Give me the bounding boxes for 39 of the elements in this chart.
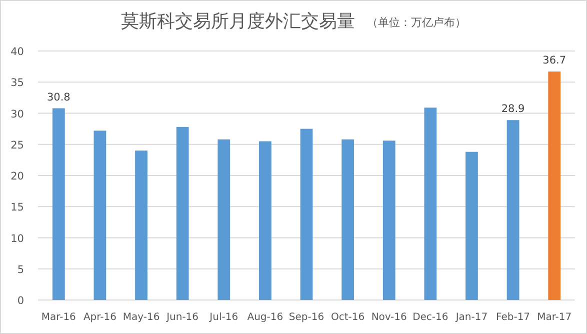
bar	[94, 130, 106, 300]
bar	[135, 150, 148, 300]
data-label: 28.9	[501, 103, 525, 116]
x-tick-label: Mar-16	[41, 312, 76, 323]
x-tick-label: Aug-16	[247, 312, 284, 323]
bar	[176, 126, 189, 300]
bar	[466, 152, 478, 300]
bar	[382, 140, 396, 300]
y-tick-label: 40	[10, 46, 24, 58]
y-tick-label: 10	[10, 232, 24, 245]
y-tick-label: 15	[10, 202, 24, 214]
y-tick-label: 5	[17, 264, 24, 276]
x-tick-label: Dec-16	[412, 312, 448, 323]
x-tick-label: Jul-16	[208, 312, 238, 323]
x-tick-label: Feb-17	[496, 312, 530, 323]
bar	[218, 139, 230, 300]
y-tick-label: 20	[10, 170, 24, 182]
y-tick-label: 30	[10, 108, 24, 120]
x-tick-label: Oct-16	[330, 312, 365, 323]
bar	[506, 120, 520, 300]
x-tick-label: Nov-16	[371, 312, 407, 323]
y-tick-label: 25	[10, 139, 24, 152]
bar	[300, 128, 313, 300]
bar	[548, 72, 561, 300]
bar	[342, 139, 354, 300]
data-label: 30.8	[46, 91, 70, 104]
data-label: 36.7	[542, 54, 566, 67]
x-tick-label: Mar-17	[537, 312, 572, 323]
x-tick-label: May-16	[122, 312, 160, 323]
x-tick-label: Apr-16	[83, 312, 116, 323]
title: 莫斯科交易所月度外汇交易量 （单位：万亿卢布）	[121, 11, 466, 32]
y-tick-label: 35	[10, 77, 24, 90]
y-tick-label: 0	[17, 295, 24, 307]
x-tick-label: Jun-16	[166, 312, 199, 323]
x-tick-label: Jan-17	[454, 312, 488, 323]
bar	[52, 108, 65, 300]
bar	[258, 141, 272, 300]
x-tick-label: Sep-16	[288, 312, 324, 323]
bar	[424, 108, 437, 300]
